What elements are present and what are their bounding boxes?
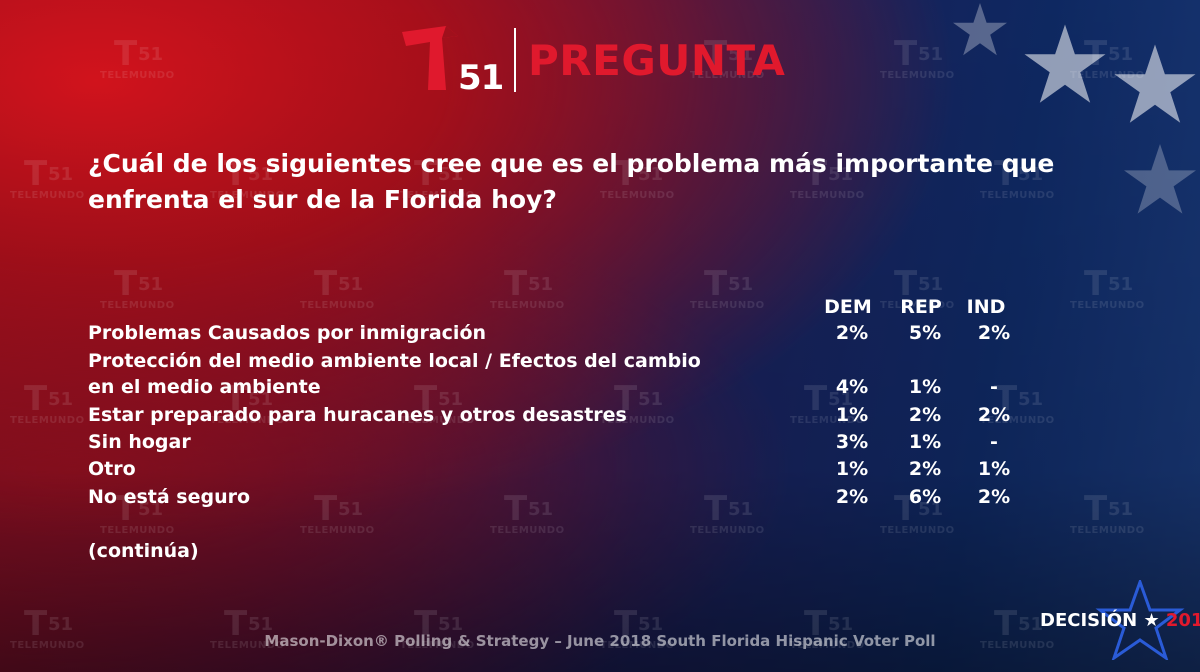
watermark-logo: T 51 TELEMUNDO bbox=[210, 154, 285, 201]
watermark-logo: T 51 TELEMUNDO bbox=[600, 154, 675, 201]
cell-ind: 2% bbox=[977, 322, 1011, 344]
watermark-logo: T 51 TELEMUNDO bbox=[100, 489, 175, 536]
badge-word: DECISIÓN bbox=[1040, 610, 1138, 631]
watermark-logo: T 51 TELEMUNDO bbox=[980, 154, 1055, 201]
row-label: Protección del medio ambiente local / Ef… bbox=[88, 350, 701, 372]
watermark-logo: T 51 TELEMUNDO bbox=[880, 489, 955, 536]
watermark-logo: T 51 TELEMUNDO bbox=[600, 379, 675, 426]
row-label: Problemas Causados por inmigración bbox=[88, 322, 487, 344]
badge-star-icon: ★ bbox=[1143, 610, 1160, 631]
watermark-logo: T 51 TELEMUNDO bbox=[880, 264, 955, 311]
watermark-logo: T 51 TELEMUNDO bbox=[10, 154, 85, 201]
cell-dem: 3% bbox=[835, 431, 869, 453]
watermark-logo: T 51 TELEMUNDO bbox=[1070, 264, 1145, 311]
cell-rep: 2% bbox=[908, 404, 942, 426]
cell-rep: 1% bbox=[908, 376, 942, 398]
column-header-rep: REP bbox=[900, 296, 942, 318]
cell-ind: - bbox=[990, 376, 998, 398]
question-text: ¿Cuál de los siguientes cree que es el p… bbox=[88, 149, 1055, 214]
cell-dem: 2% bbox=[835, 322, 869, 344]
watermark-logo: T 51 TELEMUNDO bbox=[790, 604, 865, 651]
cell-dem: 1% bbox=[835, 404, 869, 426]
watermark-logo: T 51 TELEMUNDO bbox=[880, 34, 955, 81]
footer-source: Mason-Dixon® Polling & Strategy – June 2… bbox=[264, 632, 936, 650]
watermark-logo: T 51 TELEMUNDO bbox=[600, 604, 675, 651]
page-title: PREGUNTA bbox=[528, 35, 786, 85]
cell-ind: 2% bbox=[977, 404, 1011, 426]
watermark-logo: T 51 TELEMUNDO bbox=[400, 154, 475, 201]
star-icon bbox=[1114, 44, 1196, 123]
star-icon bbox=[1124, 144, 1196, 214]
cell-dem: 4% bbox=[835, 376, 869, 398]
watermark-logo: T 51 TELEMUNDO bbox=[490, 264, 565, 311]
watermark-logo: T 51 TELEMUNDO bbox=[400, 604, 475, 651]
watermark-logo: T 51 TELEMUNDO bbox=[10, 379, 85, 426]
watermark-logo: T 51 TELEMUNDO bbox=[690, 34, 765, 81]
star-icon bbox=[1024, 24, 1106, 103]
telemundo-51-logo: 51 bbox=[402, 26, 504, 98]
badge-year: 2018 bbox=[1165, 610, 1200, 631]
badge-text: DECISIÓN ★ 2018 bbox=[1040, 610, 1200, 631]
header-divider bbox=[514, 28, 516, 92]
row-label: en el medio ambiente bbox=[88, 376, 321, 398]
header: 51 PREGUNTA bbox=[402, 24, 786, 98]
continued-note: (continúa) bbox=[88, 540, 199, 562]
watermark-logo: T 51 TELEMUNDO bbox=[790, 379, 865, 426]
decision-2018-badge: DECISIÓN ★ 2018 bbox=[1040, 580, 1200, 660]
watermark-logo: T 51 TELEMUNDO bbox=[100, 34, 175, 81]
row-label: Otro bbox=[88, 458, 136, 480]
logo-number: 51 bbox=[458, 58, 504, 98]
watermark-logo: T 51 TELEMUNDO bbox=[490, 489, 565, 536]
row-label: Estar preparado para huracanes y otros d… bbox=[88, 404, 627, 426]
watermark-logo: T 51 TELEMUNDO bbox=[300, 264, 375, 311]
cell-dem: 1% bbox=[835, 458, 869, 480]
watermark-logo: T 51 TELEMUNDO bbox=[980, 604, 1055, 651]
badge-star-outline-icon bbox=[1095, 580, 1185, 660]
row-label: Sin hogar bbox=[88, 431, 191, 453]
cell-rep: 1% bbox=[908, 431, 942, 453]
watermark-logo: T 51 TELEMUNDO bbox=[1070, 489, 1145, 536]
watermark-logo: T 51 TELEMUNDO bbox=[210, 379, 285, 426]
cell-ind: 2% bbox=[977, 486, 1011, 508]
cell-dem: 2% bbox=[835, 486, 869, 508]
watermark-logo: T 51 TELEMUNDO bbox=[790, 154, 865, 201]
watermark-logo: T 51 TELEMUNDO bbox=[300, 489, 375, 536]
watermark-logo: T 51 TELEMUNDO bbox=[690, 489, 765, 536]
star-icon bbox=[953, 3, 1007, 56]
cell-ind: - bbox=[990, 431, 998, 453]
watermark-logo: T 51 TELEMUNDO bbox=[210, 604, 285, 651]
column-header-ind: IND bbox=[966, 296, 1006, 318]
watermark-logo: T 51 TELEMUNDO bbox=[980, 379, 1055, 426]
watermark-logo: T 51 TELEMUNDO bbox=[690, 264, 765, 311]
cell-rep: 6% bbox=[908, 486, 942, 508]
row-label: No está seguro bbox=[88, 486, 251, 508]
cell-rep: 5% bbox=[908, 322, 942, 344]
column-header-dem: DEM bbox=[824, 296, 872, 318]
watermark-logo: T 51 TELEMUNDO bbox=[10, 604, 85, 651]
cell-ind: 1% bbox=[977, 458, 1011, 480]
watermark-logo: T 51 TELEMUNDO bbox=[400, 379, 475, 426]
watermark-logo: T 51 TELEMUNDO bbox=[100, 264, 175, 311]
cell-rep: 2% bbox=[908, 458, 942, 480]
